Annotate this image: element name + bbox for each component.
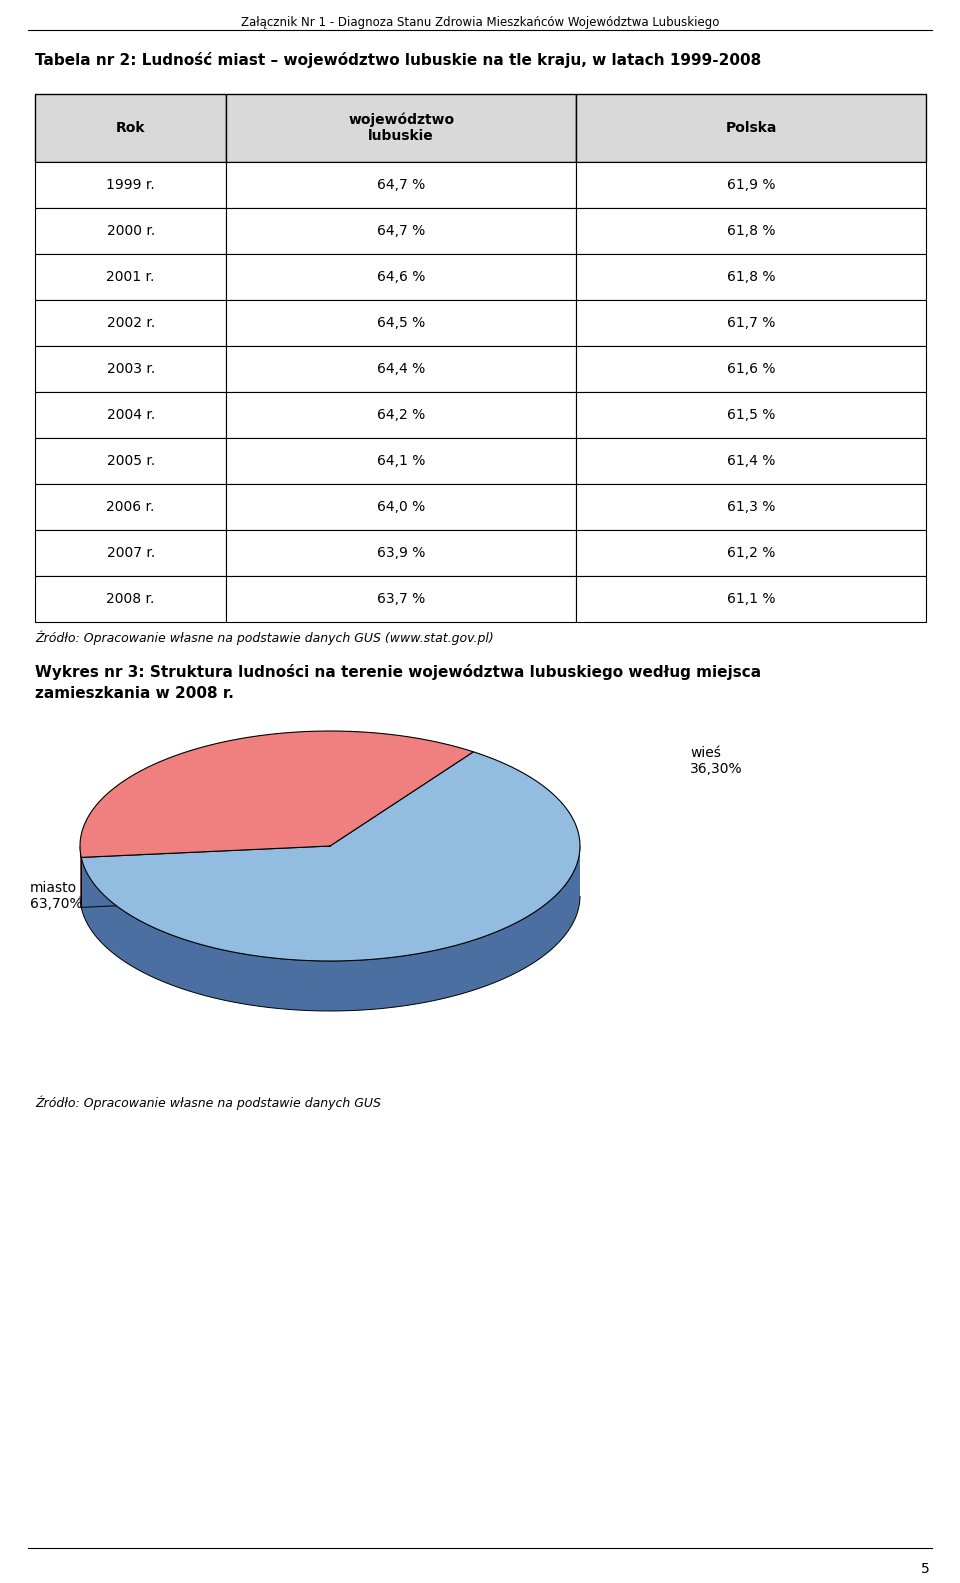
Text: Polska: Polska bbox=[726, 120, 777, 135]
Text: Załącznik Nr 1 - Diagnoza Stanu Zdrowia Mieszkańców Województwa Lubuskiego: Załącznik Nr 1 - Diagnoza Stanu Zdrowia … bbox=[241, 16, 719, 28]
Bar bbox=[35, 576, 227, 622]
Text: 61,6 %: 61,6 % bbox=[727, 363, 776, 377]
Text: 1999 r.: 1999 r. bbox=[107, 177, 156, 192]
Text: 2007 r.: 2007 r. bbox=[107, 546, 155, 560]
Text: wieś
36,30%: wieś 36,30% bbox=[690, 746, 743, 776]
Bar bbox=[227, 253, 576, 301]
Polygon shape bbox=[80, 731, 473, 858]
Bar bbox=[35, 161, 227, 207]
Bar bbox=[227, 438, 576, 484]
Bar bbox=[35, 347, 227, 393]
Text: 2002 r.: 2002 r. bbox=[107, 317, 155, 329]
Bar bbox=[227, 393, 576, 438]
Bar bbox=[227, 530, 576, 576]
Polygon shape bbox=[82, 845, 330, 907]
Text: 5: 5 bbox=[922, 1562, 930, 1577]
Bar bbox=[227, 161, 576, 207]
Text: 2005 r.: 2005 r. bbox=[107, 454, 155, 469]
Bar bbox=[35, 253, 227, 301]
Bar bbox=[576, 347, 925, 393]
Text: 61,4 %: 61,4 % bbox=[727, 454, 775, 469]
Text: 61,8 %: 61,8 % bbox=[727, 271, 776, 283]
Text: województwo
lubuskie: województwo lubuskie bbox=[348, 112, 454, 144]
Text: 2001 r.: 2001 r. bbox=[107, 271, 155, 283]
Text: 61,1 %: 61,1 % bbox=[727, 592, 776, 606]
Text: 63,7 %: 63,7 % bbox=[377, 592, 425, 606]
Text: 61,5 %: 61,5 % bbox=[727, 408, 775, 423]
Bar bbox=[576, 393, 925, 438]
Bar bbox=[35, 438, 227, 484]
Text: 2003 r.: 2003 r. bbox=[107, 363, 155, 377]
Text: 61,7 %: 61,7 % bbox=[727, 317, 775, 329]
Text: 64,1 %: 64,1 % bbox=[377, 454, 425, 469]
Bar bbox=[576, 484, 925, 530]
Bar bbox=[576, 253, 925, 301]
Text: 2004 r.: 2004 r. bbox=[107, 408, 155, 423]
Bar bbox=[576, 576, 925, 622]
Bar bbox=[227, 484, 576, 530]
Text: 64,7 %: 64,7 % bbox=[377, 225, 425, 237]
Text: 64,6 %: 64,6 % bbox=[377, 271, 425, 283]
Text: 64,0 %: 64,0 % bbox=[377, 500, 425, 514]
Polygon shape bbox=[82, 752, 580, 961]
Text: Wykres nr 3: Struktura ludności na terenie województwa lubuskiego według miejsca: Wykres nr 3: Struktura ludności na teren… bbox=[35, 663, 761, 681]
Text: Tabela nr 2: Ludność miast – województwo lubuskie na tle kraju, w latach 1999-20: Tabela nr 2: Ludność miast – województwo… bbox=[35, 52, 761, 68]
Text: 61,8 %: 61,8 % bbox=[727, 225, 776, 237]
Text: 61,3 %: 61,3 % bbox=[727, 500, 775, 514]
Text: 63,9 %: 63,9 % bbox=[377, 546, 425, 560]
Text: 64,2 %: 64,2 % bbox=[377, 408, 425, 423]
Polygon shape bbox=[82, 847, 580, 1012]
Text: 2008 r.: 2008 r. bbox=[107, 592, 155, 606]
Text: 64,5 %: 64,5 % bbox=[377, 317, 425, 329]
Text: Źródło: Opracowanie własne na podstawie danych GUS: Źródło: Opracowanie własne na podstawie … bbox=[35, 1095, 381, 1111]
Text: 61,9 %: 61,9 % bbox=[727, 177, 776, 192]
Text: Rok: Rok bbox=[116, 120, 145, 135]
Text: 64,7 %: 64,7 % bbox=[377, 177, 425, 192]
Bar bbox=[227, 347, 576, 393]
Bar bbox=[35, 207, 227, 253]
Bar bbox=[227, 207, 576, 253]
Bar bbox=[35, 530, 227, 576]
Bar bbox=[576, 530, 925, 576]
Bar bbox=[576, 438, 925, 484]
Text: 2000 r.: 2000 r. bbox=[107, 225, 155, 237]
Text: 61,2 %: 61,2 % bbox=[727, 546, 775, 560]
Bar bbox=[576, 161, 925, 207]
Polygon shape bbox=[80, 847, 82, 907]
Bar bbox=[35, 484, 227, 530]
Bar bbox=[576, 207, 925, 253]
Text: zamieszkania w 2008 r.: zamieszkania w 2008 r. bbox=[35, 685, 234, 701]
Text: Źródło: Opracowanie własne na podstawie danych GUS (www.stat.gov.pl): Źródło: Opracowanie własne na podstawie … bbox=[35, 630, 493, 644]
Text: 2006 r.: 2006 r. bbox=[107, 500, 155, 514]
Bar bbox=[576, 301, 925, 347]
Bar bbox=[576, 93, 925, 161]
Bar bbox=[35, 301, 227, 347]
Text: 64,4 %: 64,4 % bbox=[377, 363, 425, 377]
Bar bbox=[227, 93, 576, 161]
Bar bbox=[35, 393, 227, 438]
Bar bbox=[227, 576, 576, 622]
Text: miasto
63,70%: miasto 63,70% bbox=[30, 880, 83, 912]
Bar bbox=[227, 301, 576, 347]
Bar bbox=[35, 93, 227, 161]
